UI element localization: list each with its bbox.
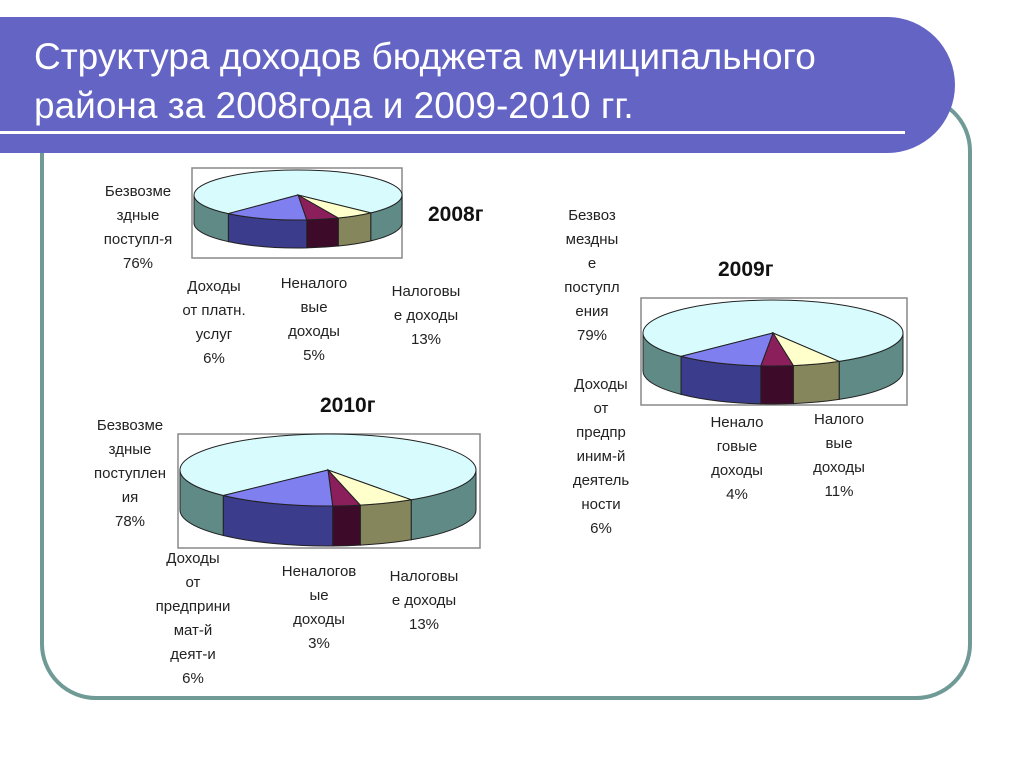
pie-slice-1-3 — [680, 332, 774, 367]
pie-side-1-1 — [792, 360, 840, 405]
label-2010-predprinim: Доходы от предприни мат-й деят-и 6% — [155, 550, 231, 687]
label-2009-bezvozmezdnye: Безвоз мездны е поступл ения 79% — [564, 207, 620, 344]
slide-title: Структура доходов бюджета муниципального… — [34, 36, 816, 126]
title-underline — [0, 131, 905, 134]
pie-chart-1 — [640, 297, 908, 406]
label-2010-bezvozmezdnye: Безвозме здные поступлен ия 78% — [93, 417, 166, 530]
pie-side-2-2 — [332, 504, 361, 547]
pie-slice-0-0 — [193, 169, 403, 215]
pie-slice-0-3 — [228, 194, 308, 221]
label-2009-nalogovye: Налого вые доходы 11% — [813, 411, 865, 500]
pie-slice-1-0 — [642, 299, 904, 362]
label-2009-predprinim: Доходы от предпр иним-й деятель ности 6% — [572, 376, 630, 537]
label-2008-bezvozmezdnye: Безвозме здные поступл-я 76% — [103, 183, 173, 272]
label-2008-platnye-uslugi: Доходы от платн. услуг 6% — [182, 278, 246, 367]
pie-side-1-2 — [760, 365, 794, 405]
chart-title-2008: 2008г — [428, 203, 484, 226]
pie-slice-2-0 — [179, 433, 477, 501]
pie-chart-0 — [191, 167, 403, 259]
pie-slice-2-3 — [223, 469, 334, 507]
title-bar — [0, 17, 955, 153]
pie-side-2-1 — [359, 499, 412, 546]
label-2008-nenalogovye: Неналого вые доходы 5% — [280, 275, 348, 364]
label-2010-nalogovye: Налоговы е доходы 13% — [389, 568, 459, 633]
label-2008-nalogovye: Налоговы е доходы 13% — [391, 283, 461, 348]
pie-chart-2 — [177, 433, 481, 549]
pie-side-0-2 — [306, 217, 339, 249]
chart-title-2010: 2010г — [320, 394, 376, 417]
label-2009-nenalogovye: Ненало говые доходы 4% — [710, 414, 764, 503]
label-2010-nenalogovye: Неналогов ые доходы 3% — [281, 563, 357, 652]
chart-title-2009: 2009г — [718, 258, 774, 281]
